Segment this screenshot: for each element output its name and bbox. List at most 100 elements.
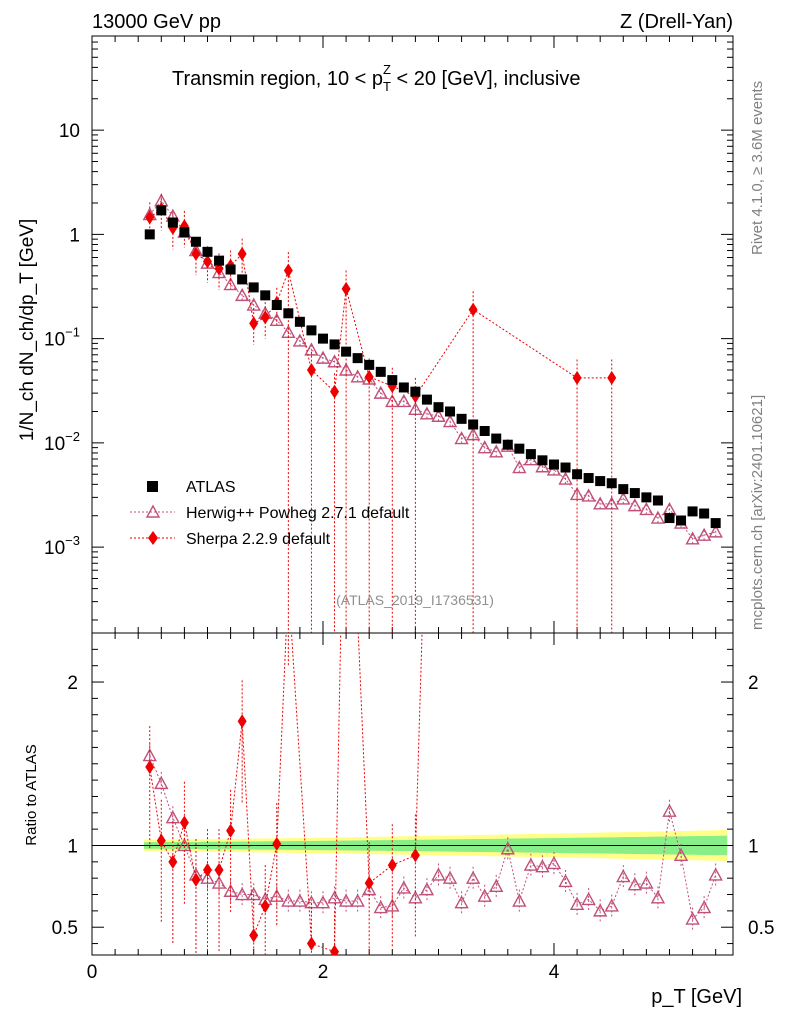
atlas-point — [156, 205, 167, 216]
ratio-herwig-point — [546, 856, 562, 870]
sherpa-point — [607, 370, 617, 385]
ratio-herwig-point — [500, 841, 515, 855]
atlas-point — [294, 316, 305, 327]
sherpa-point — [237, 246, 247, 261]
y-tick-exponent: −3 — [65, 533, 80, 548]
ratio-herwig-point — [200, 870, 215, 884]
herwig-point — [593, 496, 608, 510]
ratio-herwig-point — [223, 883, 238, 897]
ratio-sherpa-point — [387, 858, 397, 873]
sherpa-point — [283, 263, 293, 278]
y-tick-label: 1 — [69, 225, 80, 246]
analysis-id: (ATLAS_2019_I1736531) — [336, 592, 494, 608]
atlas-point — [652, 495, 663, 506]
herwig-point — [431, 408, 446, 422]
ratio-axis-label: Ratio to ATLAS — [23, 744, 40, 845]
ratio-sherpa-point — [272, 836, 282, 851]
atlas-point — [502, 439, 513, 450]
ratio-herwig-point — [558, 873, 573, 888]
sherpa-point — [341, 281, 351, 296]
herwig-point — [350, 369, 365, 383]
ratio-herwig-point — [269, 888, 284, 902]
herwig-point — [627, 498, 643, 512]
ratio-sherpa-point — [168, 854, 178, 869]
ratio-herwig-point — [616, 869, 631, 883]
ratio-sherpa-point — [306, 936, 316, 951]
atlas-point — [387, 375, 398, 386]
atlas-point — [375, 366, 386, 377]
ratio-sherpa-point — [145, 760, 155, 775]
atlas-point — [341, 346, 352, 357]
y-axis-label-text: 1/N_ch dN_ch/dp_T [GeV] — [17, 219, 38, 442]
atlas-point — [699, 508, 710, 519]
atlas-point — [260, 290, 271, 301]
herwig-point — [292, 333, 308, 347]
ratio-sherpa-point — [226, 823, 236, 838]
legend-label-sherpa: Sherpa 2.2.9 default — [186, 531, 331, 548]
legend-marker-sherpa — [148, 531, 158, 545]
sherpa-point — [145, 210, 155, 225]
y-tick-exponent: −2 — [65, 429, 80, 444]
atlas-point — [468, 419, 479, 430]
herwig-point — [581, 488, 596, 502]
atlas-point — [306, 325, 317, 336]
ratio-herwig-point — [685, 911, 700, 925]
right-title: Z (Drell-Yan) — [620, 11, 733, 33]
ratio-herwig-point — [569, 896, 585, 911]
ratio-herwig-point — [315, 895, 331, 909]
atlas-point — [202, 246, 213, 257]
ratio-herwig-point — [211, 875, 227, 889]
herwig-point — [708, 524, 723, 538]
sherpa-point — [364, 369, 374, 384]
atlas-point — [421, 394, 432, 405]
atlas-point — [560, 462, 571, 473]
left-title: 13000 GeV pp — [92, 11, 221, 33]
x-tick-label: 4 — [549, 962, 560, 983]
ratio-herwig-point — [385, 898, 400, 912]
herwig-point — [477, 440, 492, 454]
ratio-sherpa-line — [149, 633, 423, 953]
atlas-point — [548, 459, 559, 470]
ratio-sherpa-point — [202, 863, 212, 878]
atlas-point — [283, 308, 294, 319]
herwig-point — [696, 527, 712, 541]
atlas-point — [214, 255, 225, 266]
atlas-point — [606, 478, 617, 489]
ratio-herwig-point — [350, 893, 365, 907]
ratio-herwig-point — [234, 887, 250, 901]
atlas-point — [144, 229, 155, 240]
ratio-tick-label-right: 0.5 — [748, 918, 774, 939]
y-tick-label: 10 — [59, 121, 80, 142]
atlas-point — [317, 333, 328, 344]
ratio-herwig-point — [639, 875, 654, 889]
ratio-tick-label-right: 1 — [748, 836, 759, 857]
atlas-point — [364, 359, 375, 370]
y-tick-label: 10−3 — [44, 533, 80, 559]
ratio-series — [142, 633, 723, 955]
plot-title-main: Transmin region, 10 < p — [172, 68, 383, 90]
ratio-herwig-point — [304, 895, 319, 909]
atlas-point — [525, 449, 536, 460]
plot-title: Transmin region, 10 < pTZ < 20 [GeV], in… — [172, 62, 581, 94]
ratio-sherpa-point — [191, 872, 201, 887]
herwig-point — [327, 354, 342, 368]
ratio-herwig-point — [477, 888, 492, 902]
ratio-herwig-point — [373, 900, 388, 914]
ratio-herwig-point — [292, 893, 308, 907]
ratio-herwig-point — [650, 890, 666, 904]
atlas-point — [710, 518, 721, 529]
atlas-point — [445, 406, 456, 417]
herwig-point — [419, 406, 435, 420]
herwig-point — [442, 414, 458, 428]
ratio-herwig-point — [327, 890, 342, 904]
atlas-point — [329, 339, 340, 350]
ratio-herwig-point — [442, 870, 458, 884]
y-tick-label: 10−1 — [44, 325, 80, 351]
legend-marker-herwig — [145, 504, 161, 518]
sherpa-point — [330, 384, 340, 399]
herwig-point — [454, 431, 469, 445]
ratio-herwig-point — [431, 867, 446, 881]
herwig-point — [234, 287, 250, 302]
